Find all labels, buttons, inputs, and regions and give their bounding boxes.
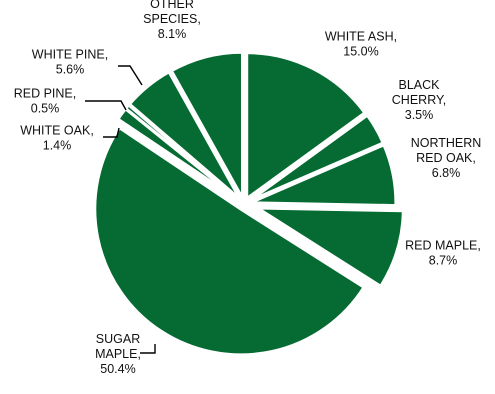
slice-label-white-oak: WHITE OAK, 1.4%	[20, 124, 94, 153]
slice-label-line: CHERRY,	[392, 93, 446, 107]
slice-label-line: BLACK	[399, 78, 441, 92]
pie-slice-red-maple	[252, 206, 405, 289]
slice-label-line: 3.5%	[405, 108, 434, 122]
pie-slice-northern-red-oak	[249, 142, 398, 208]
leader-line-red-pine	[85, 100, 127, 111]
slice-label-line: RED PINE,	[14, 87, 77, 101]
leader-lines	[85, 65, 156, 354]
slice-label-red-pine: RED PINE, 0.5%	[14, 87, 77, 116]
leader-line-white-oak	[103, 127, 120, 138]
slice-label-sugar-maple: SUGAR MAPLE, 50.4%	[95, 332, 141, 376]
slice-label-line: 5.6%	[56, 63, 85, 77]
slice-label-black-cherry: BLACK CHERRY, 3.5%	[392, 78, 446, 122]
slice-label-line: 0.5%	[31, 102, 60, 116]
leader-line-white-pine	[118, 65, 143, 86]
slice-label-line: 8.1%	[158, 27, 187, 41]
slice-label-line: SUGAR	[96, 332, 140, 346]
slice-label-line: OTHER	[150, 0, 194, 11]
slice-label-line: MAPLE,	[95, 347, 141, 361]
slice-label-white-ash: WHITE ASH, 15.0%	[325, 30, 397, 59]
slice-label-line: RED MAPLE,	[405, 239, 481, 253]
slice-label-line: 50.4%	[100, 362, 135, 376]
slice-label-line: 1.4%	[43, 139, 72, 153]
slice-label-line: RED OAK,	[416, 151, 476, 165]
pie-slice-other-species	[169, 50, 244, 204]
slice-label-line: WHITE ASH,	[325, 30, 397, 44]
slice-label-white-pine: WHITE PINE, 5.6%	[32, 48, 108, 77]
slice-label-line: NORTHERN	[411, 136, 482, 150]
slice-label-line: 15.0%	[343, 45, 378, 59]
pie-slice-white-ash	[245, 51, 367, 202]
pie-slice-black-cherry	[248, 113, 386, 203]
slice-label-other-species: OTHER SPECIES, 8.1%	[143, 0, 201, 41]
pie-slices	[93, 50, 405, 357]
slice-label-line: SPECIES,	[143, 12, 201, 26]
slice-labels: WHITE ASH, 15.0%BLACK CHERRY, 3.5%NORTHERN R…	[14, 0, 482, 376]
slice-label-line: 6.8%	[432, 166, 461, 180]
slice-label-red-maple: RED MAPLE, 8.7%	[405, 239, 481, 268]
slice-label-northern-red-oak: NORTHERN RED OAK, 6.8%	[411, 136, 482, 180]
slice-label-line: WHITE OAK,	[20, 124, 94, 138]
slice-label-line: WHITE PINE,	[32, 48, 108, 62]
slice-label-line: 8.7%	[429, 254, 458, 268]
leader-line-sugar-maple	[140, 344, 156, 354]
pie-slice-white-pine	[127, 69, 242, 201]
pie-slice-sugar-maple	[93, 125, 367, 357]
